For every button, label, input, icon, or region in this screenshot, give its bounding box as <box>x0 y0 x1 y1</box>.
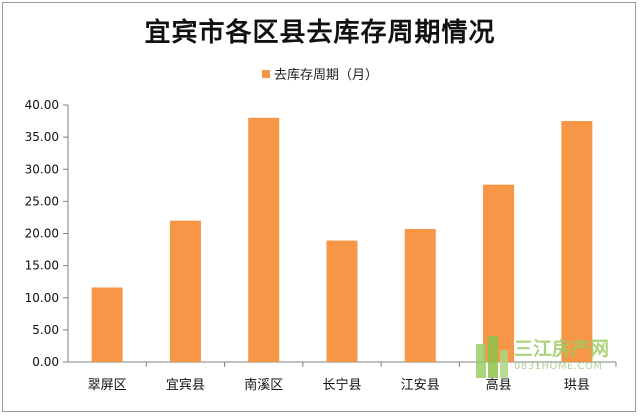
bar-6 <box>483 184 515 362</box>
bar-1 <box>91 287 123 362</box>
y-tick-label: 35.00 <box>25 130 59 144</box>
y-tick-label: 5.00 <box>32 323 59 337</box>
y-tick-label: 10.00 <box>25 291 59 305</box>
y-tick-label: 15.00 <box>25 259 59 273</box>
watermark-text: 三江房产网 <box>514 338 610 360</box>
y-tick-label: 0.00 <box>32 355 59 369</box>
x-category-label: 南溪区 <box>244 377 283 393</box>
legend-label: 去库存周期（月） <box>273 68 378 83</box>
bar-2 <box>169 220 201 362</box>
y-tick-label: 40.00 <box>25 98 59 112</box>
chart-title: 宜宾市各区县去库存周期情况 <box>144 18 496 48</box>
legend: 去库存周期（月） <box>0 64 640 83</box>
x-category-label: 宜宾县 <box>166 377 205 393</box>
x-category-label: 高县 <box>486 377 512 393</box>
y-tick-label: 30.00 <box>25 162 59 176</box>
y-tick-label: 20.00 <box>25 227 59 241</box>
watermark-logo: 三江房产网 0831HOME.COM <box>474 334 624 384</box>
x-category-label: 珙县 <box>564 378 590 393</box>
bar-5 <box>404 229 436 362</box>
bar-3 <box>248 117 280 362</box>
building-icon <box>476 336 508 378</box>
x-category-label: 翠屏区 <box>88 378 127 393</box>
legend-swatch <box>261 69 270 78</box>
bar-4 <box>326 240 358 362</box>
watermark-url: 0831HOME.COM <box>514 361 603 372</box>
bar-7 <box>561 121 593 362</box>
x-category-label: 江安县 <box>401 378 440 393</box>
y-tick-label: 25.00 <box>25 194 59 208</box>
x-category-label: 长宁县 <box>322 377 361 393</box>
